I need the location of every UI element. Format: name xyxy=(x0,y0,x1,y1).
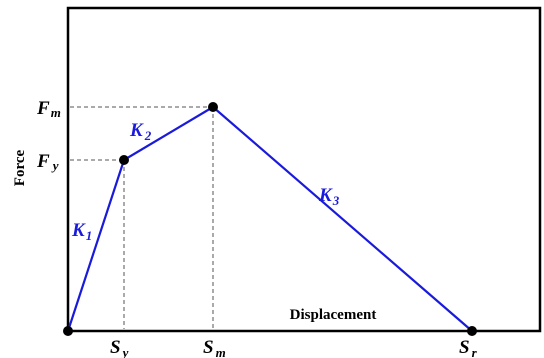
tick-label-sy-sub: y xyxy=(121,345,129,358)
tick-label-sm-base: S xyxy=(203,337,214,358)
label-k3: K3 xyxy=(318,185,340,208)
label-k2-base: K xyxy=(129,120,144,141)
tick-label-sm-sub: m xyxy=(216,345,226,358)
point-ultimate xyxy=(467,326,477,336)
tick-label-sr-base: S xyxy=(459,337,470,358)
tick-label-fy-base: F xyxy=(36,151,50,172)
axis-title-displacement: Displacement xyxy=(290,307,377,323)
label-k3-sub: 3 xyxy=(332,193,340,208)
tick-label-fm-base: F xyxy=(36,98,50,119)
segment-k1 xyxy=(66,159,126,332)
point-max xyxy=(208,102,218,112)
tick-label-sr-sub: r xyxy=(472,345,478,358)
segment-k2 xyxy=(123,106,214,161)
point-yield xyxy=(119,155,129,165)
label-k3-base: K xyxy=(318,185,333,206)
tick-label-sy-base: S xyxy=(110,337,121,358)
tick-label-fm: Fm xyxy=(36,98,61,120)
plot-frame xyxy=(66,6,542,333)
axis-title-force: Force xyxy=(12,149,28,186)
tick-label-fm-sub: m xyxy=(51,105,61,120)
label-k2-sub: 2 xyxy=(144,128,152,143)
label-k1-sub: 1 xyxy=(86,228,93,243)
label-k1-base: K xyxy=(71,220,86,241)
label-k1: K1 xyxy=(71,220,92,243)
tick-label-fy-sub: y xyxy=(51,158,59,173)
point-origin xyxy=(63,326,73,336)
segment-k3 xyxy=(212,106,473,332)
